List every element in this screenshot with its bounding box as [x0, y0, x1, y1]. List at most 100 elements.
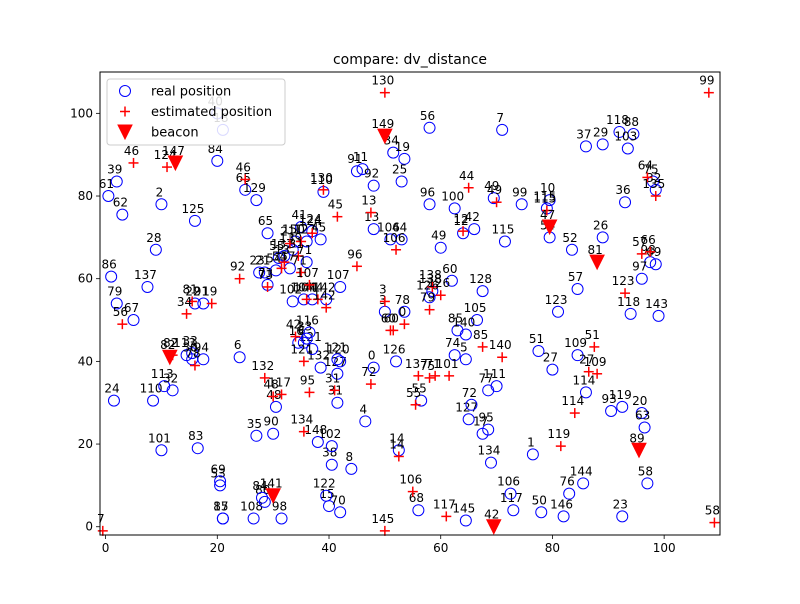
point-label: 68 — [409, 491, 424, 505]
point-label: 79 — [107, 285, 122, 299]
point-label: 140 — [489, 338, 512, 352]
point-label: 106 — [399, 473, 422, 487]
point-label: 6 — [234, 338, 242, 352]
point-label: 58 — [705, 504, 720, 518]
point-label: 1 — [295, 222, 303, 236]
point-label: 73 — [258, 268, 273, 282]
point-label: 130 — [310, 171, 333, 185]
point-label: 118 — [617, 295, 640, 309]
y-tick-label: 20 — [78, 437, 93, 451]
point-label: 121 — [290, 342, 313, 356]
point-label: 81 — [587, 243, 602, 257]
point-label: 25 — [392, 163, 407, 177]
point-label: 123 — [545, 293, 568, 307]
point-label: 27 — [543, 351, 558, 365]
point-label: 97 — [632, 260, 647, 274]
point-label: 134 — [290, 413, 313, 427]
y-tick-label: 80 — [78, 189, 93, 203]
point-label: 44 — [459, 169, 474, 183]
point-label: 62 — [113, 196, 128, 210]
point-label: 1 — [527, 435, 535, 449]
x-tick-label: 60 — [433, 541, 448, 555]
point-label: 74 — [445, 336, 460, 350]
point-label: 7 — [97, 512, 105, 526]
point-label: 130 — [371, 74, 394, 88]
point-label: 39 — [107, 163, 122, 177]
point-label: 8 — [346, 450, 354, 464]
y-tick-label: 40 — [78, 354, 93, 368]
legend: real position estimated position beacon — [107, 79, 285, 145]
point-label: 37 — [576, 127, 591, 141]
point-label: 0 — [399, 305, 407, 319]
point-label: 129 — [243, 181, 266, 195]
point-label: 137 — [134, 268, 157, 282]
x-tick-label: 80 — [545, 541, 560, 555]
point-label: 95 — [300, 373, 315, 387]
point-label: 79 — [420, 291, 435, 305]
point-label: 88 — [624, 115, 639, 129]
point-label: 135 — [642, 177, 665, 191]
point-label: 19 — [202, 285, 217, 299]
point-label: 140 — [452, 316, 475, 330]
point-label: 48 — [264, 378, 279, 392]
x-tick-label: 0 — [102, 541, 110, 555]
point-label: 128 — [469, 272, 492, 286]
point-label: 96 — [347, 247, 362, 261]
point-label: 115 — [533, 191, 556, 205]
point-label: 20 — [632, 394, 647, 408]
y-tick-label: 0 — [85, 520, 93, 534]
point-label: 32 — [163, 371, 178, 385]
point-label: 29 — [593, 125, 608, 139]
point-label: 12 — [453, 212, 468, 226]
point-label: 72 — [361, 365, 376, 379]
point-label: 2 — [156, 185, 164, 199]
point-label: 11 — [353, 150, 368, 164]
point-label: 145 — [371, 512, 394, 526]
point-label: 38 — [322, 446, 337, 460]
point-label: 141 — [260, 477, 283, 491]
point-label: 89 — [629, 431, 644, 445]
point-label: 106 — [497, 475, 520, 489]
point-label: 149 — [371, 117, 394, 131]
point-label: 35 — [247, 417, 262, 431]
point-label: 63 — [635, 409, 650, 423]
point-label: 125 — [182, 202, 205, 216]
point-label: 50 — [532, 493, 547, 507]
point-label: 101 — [436, 357, 459, 371]
x-tick-label: 20 — [210, 541, 225, 555]
point-label: 28 — [146, 231, 161, 245]
legend-label: beacon — [151, 126, 199, 141]
point-label: 100 — [441, 189, 464, 203]
point-label: 60 — [384, 311, 399, 325]
point-label: 119 — [609, 388, 632, 402]
point-label: 72 — [462, 386, 477, 400]
point-label: 36 — [615, 183, 630, 197]
point-label: 69 — [210, 462, 225, 476]
point-label: 3 — [379, 282, 387, 296]
point-label: 119 — [547, 427, 570, 441]
point-label: 85 — [473, 328, 488, 342]
point-label: 65 — [258, 214, 273, 228]
point-label: 82 — [160, 338, 175, 352]
legend-label: estimated position — [151, 105, 272, 120]
point-label: 105 — [464, 301, 487, 315]
y-tick-label: 100 — [70, 106, 93, 120]
point-label: 17 — [473, 415, 488, 429]
point-label: 47 — [540, 208, 555, 222]
point-label: 5 — [460, 340, 468, 354]
point-label: 64 — [638, 158, 653, 172]
point-label: 123 — [612, 274, 635, 288]
point-label: 109 — [584, 355, 607, 369]
point-label: 96 — [420, 185, 435, 199]
point-label: 70 — [331, 493, 346, 507]
point-label: 86 — [102, 258, 117, 272]
point-label: 24 — [104, 382, 119, 396]
point-label: 117 — [500, 491, 523, 505]
point-label: 122 — [313, 477, 336, 491]
chart-title: compare: dv_distance — [333, 52, 487, 68]
point-label: 56 — [113, 305, 128, 319]
point-label: 31 — [289, 237, 304, 251]
point-label: 134 — [478, 444, 501, 458]
